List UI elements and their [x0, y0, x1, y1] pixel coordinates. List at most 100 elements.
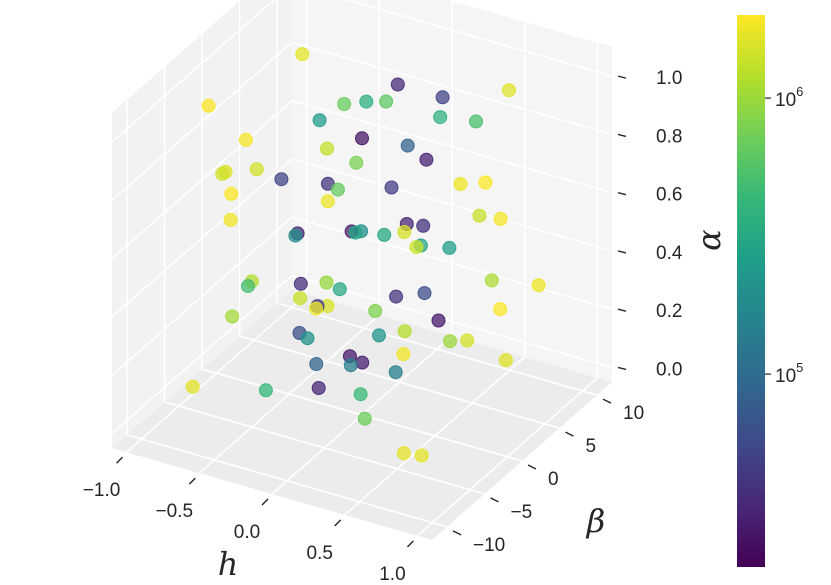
scatter-point	[442, 240, 457, 255]
scatter-point	[311, 381, 326, 395]
tick-mark	[565, 431, 574, 437]
y-tick-label: 0	[548, 469, 559, 490]
scatter-point	[502, 83, 516, 98]
scatter-point	[443, 334, 457, 349]
scatter-point	[453, 177, 468, 191]
scatter-point	[359, 94, 374, 109]
y-tick-label: 5	[586, 436, 597, 457]
y-tick-label: 10	[623, 403, 644, 424]
scatter-point	[400, 138, 415, 153]
scatter-point	[368, 304, 383, 318]
scatter-point	[478, 175, 493, 190]
scatter-point	[431, 313, 446, 328]
scatter-point	[249, 162, 264, 177]
scatter-point	[241, 279, 255, 294]
scatter-point	[185, 379, 200, 394]
grid-line	[164, 401, 485, 495]
scatter-points	[185, 47, 546, 463]
tick-mark	[406, 540, 414, 548]
scatter-point	[469, 114, 483, 129]
scatter-point	[295, 47, 310, 62]
scatter-point	[372, 328, 386, 343]
x-tick-label: 1.0	[379, 564, 405, 585]
scatter-point	[435, 90, 450, 105]
scatter-point	[353, 387, 368, 402]
z-tick-label: 0.0	[656, 359, 682, 380]
scatter-point	[396, 446, 411, 461]
scatter-point	[343, 358, 358, 373]
scatter-point	[288, 228, 303, 243]
scatter-point	[460, 333, 475, 348]
scatter-point	[332, 282, 347, 297]
tick-mark	[490, 497, 499, 503]
scatter-point	[337, 97, 352, 111]
colorbar-tick-label: 105	[775, 360, 803, 387]
scatter-point	[531, 278, 546, 293]
x-axis-label: h	[218, 545, 239, 583]
scatter-point	[238, 132, 253, 147]
tick-mark	[617, 366, 627, 371]
scatter-point	[390, 77, 405, 92]
scatter-point	[396, 347, 411, 362]
scatter-point	[223, 212, 238, 227]
scatter-point	[389, 289, 404, 304]
scatter-point	[377, 227, 392, 242]
tick-mark	[452, 530, 462, 536]
scatter-point	[224, 186, 239, 201]
x-tick-label: −1.0	[83, 480, 121, 501]
grid-line	[239, 335, 560, 429]
scatter-point	[201, 98, 216, 113]
grid-line	[111, 274, 293, 435]
z-axis-label: α	[690, 229, 728, 251]
tick-mark	[116, 456, 124, 464]
scatter-point	[484, 273, 499, 288]
scatter-point	[493, 211, 508, 226]
z-tick-label: 1.0	[656, 68, 682, 89]
scatter-point	[293, 276, 308, 291]
tick-mark	[617, 250, 627, 254]
scatter-point	[388, 365, 403, 380]
scatter-point	[215, 166, 230, 181]
scatter-point	[493, 302, 508, 317]
scatter-point	[309, 301, 323, 316]
grid-line	[126, 434, 448, 528]
tick-mark	[617, 75, 627, 79]
grid-line	[111, 100, 293, 260]
colorbar-ticks: 105 106	[765, 84, 803, 387]
scatter-point	[309, 357, 324, 371]
y-axis-label: β	[586, 502, 606, 540]
scatter-point	[349, 155, 364, 170]
y-tick-label: −10	[473, 535, 505, 556]
y-tick-label: −5	[511, 502, 533, 523]
grid-line	[291, 99, 613, 194]
tick-mark	[617, 191, 627, 196]
colorbar: 105 106	[737, 15, 803, 567]
colorbar-tick-label: 106	[775, 84, 803, 111]
scatter-point	[384, 180, 399, 195]
axes-gridlines	[111, 0, 613, 537]
tick-mark	[527, 464, 537, 470]
scatter-point	[397, 225, 412, 239]
tick-mark	[602, 398, 612, 404]
z-tick-label: 0.6	[656, 185, 682, 206]
scatter-point	[274, 172, 289, 187]
scatter-point	[414, 448, 429, 463]
grid-line	[276, 302, 598, 396]
scatter-point	[397, 324, 412, 339]
tick-mark	[334, 519, 342, 527]
scatter-point	[379, 94, 394, 109]
tick-mark	[261, 498, 269, 506]
colorbar-gradient	[737, 15, 765, 567]
z-tick-label: 0.4	[656, 243, 683, 264]
grid-line	[344, 0, 613, 77]
x-tick-label: −0.5	[156, 501, 194, 522]
z-tick-label: 0.8	[656, 126, 682, 147]
grid-line	[291, 41, 613, 136]
scatter-point	[419, 152, 434, 167]
scatter-point	[330, 182, 345, 197]
x-tick-label: 0.5	[307, 543, 333, 564]
scatter-point	[417, 286, 432, 301]
scatter-point	[355, 131, 369, 146]
tick-mark	[617, 308, 627, 312]
